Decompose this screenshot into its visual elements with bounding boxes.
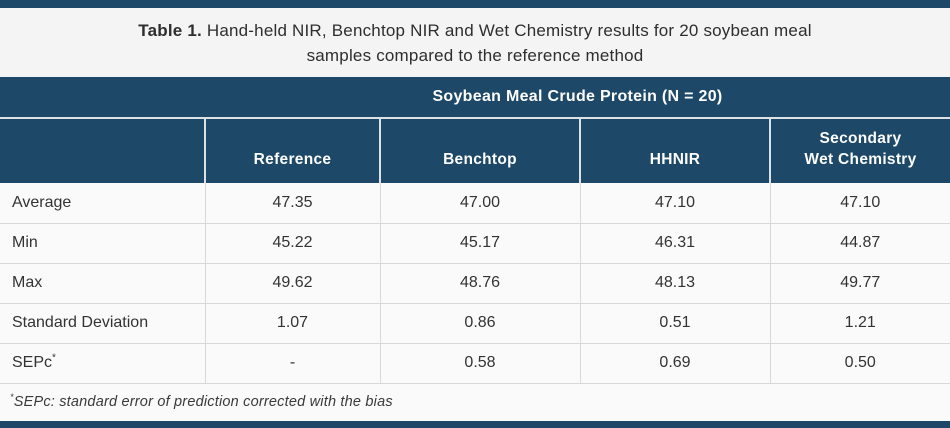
row-label: Standard Deviation — [0, 303, 205, 344]
table-row-min: Min 45.22 45.17 46.31 44.87 — [0, 223, 950, 264]
row-label: SEPc* — [0, 343, 205, 384]
cell-value: 0.69 — [579, 343, 770, 384]
column-header-benchtop: Benchtop — [379, 117, 580, 183]
cell-value: 1.21 — [769, 303, 950, 344]
table-row-average: Average 47.35 47.00 47.10 47.10 — [0, 183, 950, 224]
table-row-sepc: SEPc* - 0.58 0.69 0.50 — [0, 343, 950, 384]
table-row-max: Max 49.62 48.76 48.13 49.77 — [0, 263, 950, 304]
column-header-blank — [0, 117, 205, 183]
page-title-prefix: Table 1. — [138, 20, 202, 40]
footnote-area: *SEPc: standard error of prediction corr… — [0, 383, 950, 421]
row-label: Min — [0, 223, 205, 264]
page-title-text: Hand-held NIR, Benchtop NIR and Wet Chem… — [206, 20, 812, 65]
cell-value: 49.77 — [769, 263, 950, 304]
cell-value: 44.87 — [769, 223, 950, 264]
footnote-text: SEPc: standard error of prediction corre… — [13, 394, 393, 411]
footnote: *SEPc: standard error of prediction corr… — [10, 392, 393, 411]
cell-value: 45.17 — [379, 223, 580, 264]
page-title: Table 1. Hand-held NIR, Benchtop NIR and… — [138, 18, 811, 68]
cell-value: 47.10 — [579, 183, 770, 224]
footnote-marker-superscript: * — [52, 352, 56, 364]
row-label: Max — [0, 263, 205, 304]
cell-value: 47.00 — [379, 183, 580, 224]
cell-value: 47.10 — [769, 183, 950, 224]
column-header-hhnir: HHNIR — [579, 117, 770, 183]
cell-value: 48.76 — [379, 263, 580, 304]
cell-value: 0.86 — [379, 303, 580, 344]
bottom-accent-bar — [0, 421, 950, 428]
header-row: Reference Benchtop HHNIR Secondary Wet C… — [0, 117, 950, 183]
cell-value: 46.31 — [579, 223, 770, 264]
table-row-standard-deviation: Standard Deviation 1.07 0.86 0.51 1.21 — [0, 303, 950, 344]
cell-value: 47.35 — [204, 183, 380, 224]
cell-value: 0.58 — [379, 343, 580, 384]
cell-value: 0.51 — [579, 303, 770, 344]
row-label: Average — [0, 183, 205, 224]
top-accent-bar — [0, 0, 950, 8]
cell-value: 49.62 — [204, 263, 380, 304]
cell-value: - — [204, 343, 380, 384]
cell-value: 0.50 — [769, 343, 950, 384]
band-title: Soybean Meal Crude Protein (N = 20) — [205, 77, 950, 118]
title-area: Table 1. Hand-held NIR, Benchtop NIR and… — [0, 8, 950, 77]
footnote-marker: * — [10, 392, 14, 403]
results-table: Soybean Meal Crude Protein (N = 20) Refe… — [0, 77, 950, 384]
cell-value: 1.07 — [204, 303, 380, 344]
column-header-reference: Reference — [204, 117, 380, 183]
cell-value: 45.22 — [204, 223, 380, 264]
band-spacer — [0, 77, 205, 118]
column-header-secondary-wet-chemistry: Secondary Wet Chemistry — [769, 117, 950, 183]
band-row: Soybean Meal Crude Protein (N = 20) — [0, 77, 950, 118]
cell-value: 48.13 — [579, 263, 770, 304]
